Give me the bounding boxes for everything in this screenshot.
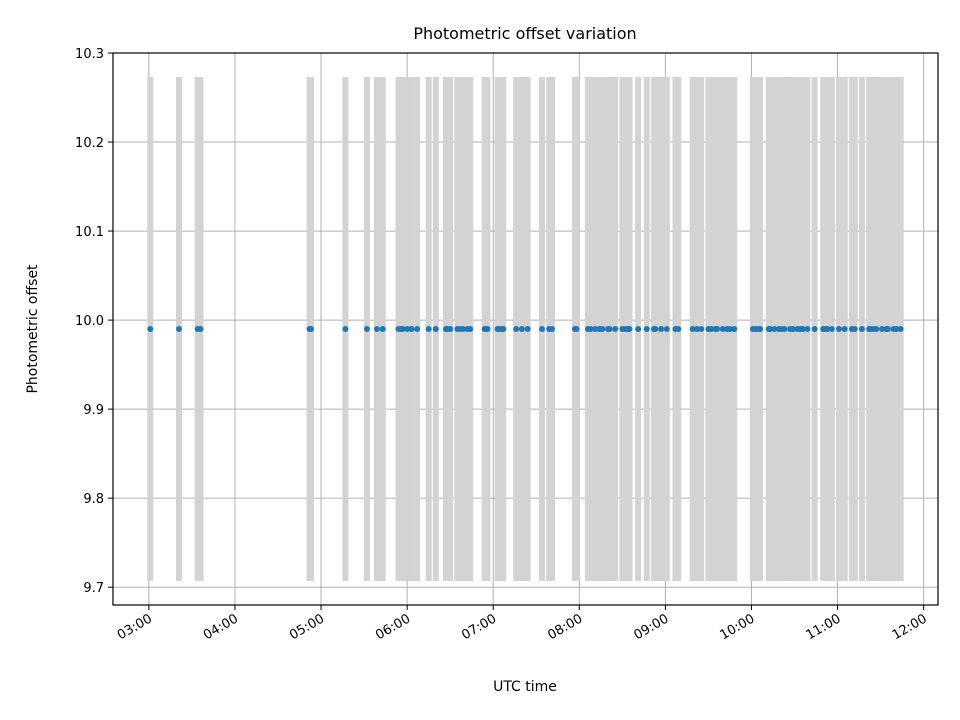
data-point	[539, 326, 545, 332]
data-point	[147, 326, 154, 332]
chart-title: Photometric offset variation	[413, 24, 636, 43]
data-point	[858, 326, 865, 332]
data-point	[897, 326, 904, 332]
data-point	[658, 326, 665, 332]
y-tick-label: 9.8	[83, 492, 104, 507]
data-point	[879, 326, 886, 332]
data-point	[408, 326, 415, 332]
data-point	[414, 326, 421, 332]
data-point	[663, 326, 670, 332]
y-tick-label: 10.3	[75, 47, 104, 62]
y-axis-label: Photometric offset	[25, 264, 41, 394]
data-point	[726, 326, 733, 332]
data-point	[460, 326, 467, 332]
data-point	[524, 326, 531, 332]
y-tick-label: 10.2	[75, 136, 104, 151]
data-point	[363, 326, 370, 332]
plot-frame	[112, 52, 939, 606]
data-point	[708, 326, 715, 332]
data-point	[771, 326, 778, 332]
data-point	[626, 326, 633, 332]
y-tick-label: 9.7	[83, 581, 104, 596]
data-point	[675, 326, 682, 332]
data-point	[500, 326, 507, 332]
y-tick-label: 10.1	[75, 225, 104, 240]
data-point	[811, 326, 818, 332]
data-point	[841, 326, 848, 332]
data-point	[828, 326, 835, 332]
data-point	[698, 326, 705, 332]
data-point	[467, 326, 474, 332]
data-point	[197, 326, 204, 332]
data-point	[549, 326, 556, 332]
data-point	[176, 326, 182, 332]
data-point	[308, 326, 314, 332]
x-axis-label: UTC time	[493, 679, 557, 695]
data-point	[884, 326, 891, 332]
data-point	[518, 326, 525, 332]
data-point	[836, 326, 842, 332]
data-point	[606, 326, 613, 332]
data-point	[379, 326, 386, 332]
data-point	[767, 326, 774, 332]
data-point	[399, 326, 406, 332]
data-point	[592, 326, 599, 332]
data-point	[513, 326, 520, 332]
data-point	[587, 326, 594, 332]
data-point	[790, 326, 797, 332]
data-point	[612, 326, 619, 332]
data-point	[447, 326, 454, 332]
data-points	[147, 326, 904, 332]
data-point	[599, 326, 606, 332]
data-point	[781, 326, 788, 332]
data-point	[484, 326, 491, 332]
data-point	[757, 326, 764, 332]
data-point	[731, 326, 738, 332]
data-point	[342, 326, 349, 332]
data-point	[652, 326, 659, 332]
data-point	[425, 326, 432, 332]
y-tick-label: 10.0	[75, 314, 104, 329]
y-tick-label: 9.9	[83, 403, 104, 418]
data-point	[893, 326, 900, 332]
data-point	[573, 326, 580, 332]
data-point	[873, 326, 880, 332]
data-point	[719, 326, 726, 332]
data-point	[800, 326, 807, 332]
data-point	[432, 326, 439, 332]
data-point	[714, 326, 721, 332]
data-point	[635, 326, 642, 332]
data-point	[693, 326, 700, 332]
data-point	[804, 326, 811, 332]
data-point	[824, 326, 831, 332]
data-point	[689, 326, 696, 332]
y-axis: 9.7 9.8 9.9 10.0 10.1 10.2 10.3	[75, 47, 113, 596]
data-point	[851, 326, 858, 332]
data-point	[643, 326, 650, 332]
data-point	[404, 326, 411, 332]
data-point	[374, 326, 380, 332]
